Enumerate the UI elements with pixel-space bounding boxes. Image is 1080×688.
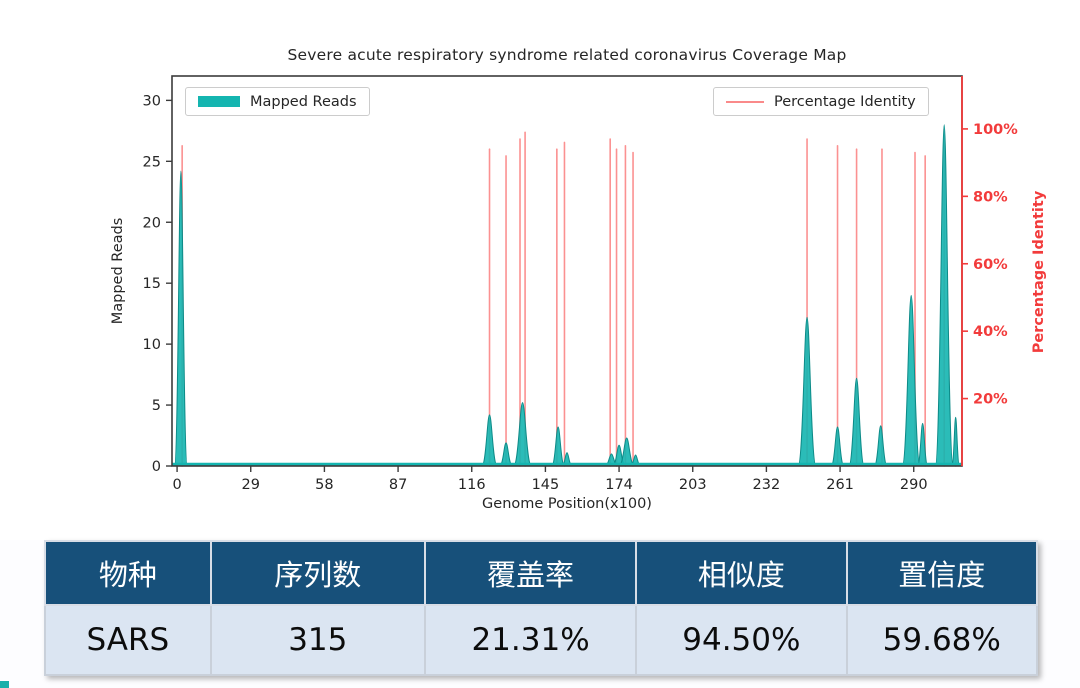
svg-text:20: 20	[143, 215, 161, 231]
svg-text:0: 0	[152, 459, 161, 475]
svg-text:174: 174	[605, 477, 633, 493]
legend-percentage-identity-label: Percentage Identity	[774, 93, 916, 110]
percentage-identity-swatch-icon	[726, 100, 764, 103]
svg-text:145: 145	[532, 477, 560, 493]
cell-coverage: 21.31%	[423, 604, 638, 676]
svg-text:0: 0	[172, 477, 181, 493]
header-species: 物种	[44, 540, 212, 606]
y-axis-label-left: Mapped Reads	[110, 217, 126, 325]
cell-species: SARS	[44, 604, 212, 676]
legend-percentage-identity: Percentage Identity	[713, 87, 929, 116]
cell-sequence-count: 315	[209, 604, 426, 676]
table-header-row: 物种 序列数 覆盖率 相似度 置信度	[44, 540, 1038, 606]
cell-confidence: 59.68%	[845, 604, 1038, 676]
header-sequence-count: 序列数	[209, 540, 426, 606]
svg-text:20%: 20%	[973, 392, 1008, 408]
y-axis-label-right: Percentage Identity	[1031, 190, 1047, 354]
svg-text:87: 87	[389, 477, 407, 493]
chart-title: Severe acute respiratory syndrome relate…	[287, 46, 847, 64]
svg-text:40%: 40%	[973, 324, 1008, 340]
mapped-reads-swatch-icon	[198, 96, 240, 107]
svg-text:203: 203	[679, 477, 707, 493]
table-row: SARS 315 21.31% 94.50% 59.68%	[44, 604, 1038, 676]
svg-text:29: 29	[242, 477, 260, 493]
svg-text:116: 116	[458, 477, 486, 493]
svg-text:261: 261	[826, 477, 854, 493]
svg-text:30: 30	[143, 93, 161, 109]
legend-mapped-reads-label: Mapped Reads	[250, 93, 357, 110]
header-confidence: 置信度	[845, 540, 1038, 606]
cell-similarity: 94.50%	[635, 604, 848, 676]
header-similarity: 相似度	[635, 540, 848, 606]
svg-text:15: 15	[143, 276, 161, 292]
svg-text:58: 58	[315, 477, 333, 493]
coverage-chart: Severe acute respiratory syndrome relate…	[110, 46, 1047, 512]
x-axis-label: Genome Position(x100)	[482, 496, 652, 512]
header-coverage: 覆盖率	[423, 540, 638, 606]
legend-mapped-reads: Mapped Reads	[185, 87, 370, 116]
svg-text:290: 290	[900, 477, 928, 493]
svg-text:5: 5	[152, 398, 161, 414]
chart-plot-area: 0 5 10 15 20 25 30 0 29 58 87 116 145 174 203 232 261 290…	[143, 75, 1018, 493]
svg-text:232: 232	[753, 477, 781, 493]
corner-artifact-mark	[0, 681, 9, 688]
svg-text:10: 10	[143, 337, 161, 353]
svg-text:80%: 80%	[973, 189, 1008, 205]
svg-text:100%: 100%	[973, 122, 1018, 138]
svg-text:25: 25	[143, 154, 161, 170]
species-stats-table: 物种 序列数 覆盖率 相似度 置信度 SARS 315 21.31% 94.50…	[44, 540, 1038, 676]
svg-text:60%: 60%	[973, 257, 1008, 273]
